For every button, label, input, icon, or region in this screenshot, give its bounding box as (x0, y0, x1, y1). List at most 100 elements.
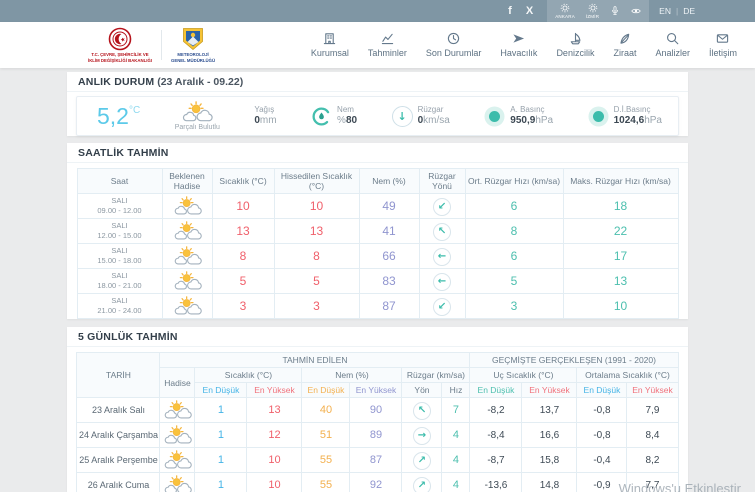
nav-item-son-durumlar[interactable]: Son Durumlar (426, 32, 481, 58)
sea-pressure-label: D.İ.Basınç (613, 104, 651, 114)
mgm-shield-icon (183, 28, 203, 51)
wheat-leaf-icon (620, 33, 630, 44)
current-title-time: (23 Aralık - 09.22) (157, 76, 244, 88)
col-min: En Düşük (194, 382, 248, 398)
building-icon (324, 33, 336, 45)
hmin-cell: 51 (301, 422, 351, 448)
city-weather-button-ankara[interactable]: ANKARA (555, 3, 575, 19)
accessibility-button[interactable] (631, 6, 641, 16)
col-min: En Düşük (301, 382, 351, 398)
col-max: En Yüksek (626, 382, 679, 398)
logo-area: T.C. ÇEVRE, ŞEHİRCİLİK VE İKLİM DEĞİŞİKL… (88, 27, 215, 63)
col-ruzgar: Rüzgar (km/sa) (401, 367, 471, 383)
col-nem: Nem (%) (358, 168, 420, 194)
hmax-cell: 89 (349, 422, 403, 448)
daily-header-minmax-row: En Düşük En Yüksek En Düşük En Yüksek Yö… (77, 382, 679, 398)
nav-label: Ziraat (613, 48, 637, 58)
temp-cell: 10 (211, 193, 275, 219)
col-uc-sicaklik: Uç Sıcaklık (°C) (469, 367, 578, 383)
hourly-forecast-table: Saat Beklenen Hadise Sıcaklık (°C) Hisse… (76, 168, 679, 319)
humidity-cell: 83 (358, 268, 420, 294)
precip-value: 0mm (254, 114, 277, 126)
current-conditions-card: 5,2°C Parçalı Bulutlu Yağış 0mm Nem (76, 96, 679, 136)
feels-like-cell: 10 (273, 193, 360, 219)
date-cell: 26 Aralık Cuma (76, 472, 161, 492)
city-label: İZMİR (585, 14, 600, 19)
ministry-logo[interactable]: T.C. ÇEVRE, ŞEHİRCİLİK VE İKLİM DEĞİŞİKL… (88, 27, 152, 63)
nav-item-denizcilik[interactable]: Denizcilik (556, 32, 594, 58)
tmax-cell: 10 (246, 472, 303, 492)
wind-direction-icon: ↖ (433, 223, 451, 241)
tmin-cell: 1 (194, 422, 248, 448)
humidity-label: Nem (337, 104, 354, 114)
wind-arrow-icon: ↓ (391, 105, 413, 127)
hourly-forecast-section: SAATLİK TAHMİN Saat Beklenen Hadise Sıca… (67, 143, 688, 319)
max-wind-cell: 10 (562, 293, 679, 319)
wind-dir-cell: ↖ (401, 397, 443, 423)
hourly-row: SALI 18.00 - 21.00 5 5 83 ← 5 13 (76, 268, 679, 294)
nav-label: Denizcilik (556, 48, 595, 58)
nav-label: Kurumsal (310, 48, 349, 58)
wind-direction-icon: ↗ (412, 477, 431, 492)
col-hissedilen: Hissedilen Sıcaklık (°C) (273, 168, 360, 194)
condition-cell (159, 472, 196, 492)
tmin-cell: 1 (194, 447, 248, 473)
col-min: En Düşük (576, 382, 628, 398)
nav-item-havacilik[interactable]: Havacılık (500, 32, 537, 58)
condition-cell (161, 293, 213, 319)
avg-max-cell: 8,4 (626, 422, 679, 448)
feels-like-cell: 13 (273, 218, 360, 244)
wind-dir-cell: ↙ (418, 293, 466, 319)
nav-item-ziraat[interactable]: Ziraat (613, 32, 636, 58)
sea-pressure-item: D.İ.Basınç 1024,6hPa (588, 105, 662, 128)
nav-label: Havacılık (500, 48, 538, 58)
lang-de[interactable]: DE (683, 6, 695, 16)
humidity-cell: 49 (358, 193, 420, 219)
logo-divider (160, 30, 162, 60)
hourly-row: SALI 09.00 - 12.00 10 10 49 ↙ 6 18 (76, 193, 679, 219)
daily-row: 25 Aralık Perşembe 1 10 55 87 ↗ 4 -8,7 1… (76, 447, 679, 473)
partly-cloudy-icon (173, 296, 202, 316)
col-tarih: TARİH (76, 352, 161, 398)
temperature-unit: °C (128, 104, 141, 116)
condition-cell (159, 397, 196, 423)
facebook-icon[interactable]: f (508, 5, 512, 17)
wind-direction-icon: → (412, 427, 431, 445)
city-weather-button-izmir[interactable]: İZMİR (586, 3, 599, 19)
eye-icon (631, 8, 641, 14)
city-sun-icon (560, 3, 570, 13)
col-max: En Yüksek (246, 382, 303, 398)
temperature-value: 5,2 (97, 102, 129, 129)
partly-cloudy-icon (163, 425, 192, 445)
max-wind-cell: 17 (562, 243, 679, 269)
wind-direction-icon: ↗ (412, 452, 431, 470)
wind-dir-cell: ↖ (418, 218, 466, 244)
avg-wind-cell: 6 (464, 193, 564, 219)
hmin-cell: 55 (301, 447, 351, 473)
x-twitter-icon[interactable]: X (525, 5, 534, 17)
mgm-logo[interactable]: METEOROLOJİ GENEL MÜDÜRLÜĞÜ (171, 27, 215, 63)
avg-wind-cell: 8 (464, 218, 564, 244)
avg-max-cell: 8,2 (626, 447, 679, 473)
lang-en[interactable]: EN (659, 6, 671, 16)
city-sun-icon (588, 3, 597, 13)
nav-item-analizler[interactable]: Analizler (655, 32, 690, 58)
ministry-logo-text: T.C. ÇEVRE, ŞEHİRCİLİK VE İKLİM DEĞİŞİKL… (88, 52, 152, 63)
topbar-quick-group: ANKARA İZMİR (547, 0, 650, 22)
current-title-text: ANLIK DURUM (78, 76, 155, 88)
voice-button[interactable] (610, 6, 620, 16)
record-max-cell: 13,7 (521, 397, 578, 423)
nav-item-iletisim[interactable]: İletişim (709, 32, 737, 58)
current-conditions-section: ANLIK DURUM (23 Aralık - 09.22) 5,2°C Pa… (67, 72, 688, 136)
wind-dir-cell: ← (418, 243, 466, 269)
nav-item-tahminler[interactable]: Tahminler (368, 32, 407, 58)
avg-min-cell: -0,4 (576, 447, 628, 473)
col-sicaklik: Sıcaklık (°C) (194, 367, 303, 383)
tmax-cell: 13 (246, 397, 303, 423)
precip-label: Yağış (254, 104, 275, 114)
avg-max-cell: 7,9 (626, 397, 679, 423)
humidity-cell: 87 (358, 293, 420, 319)
col-maks-ruzgar: Maks. Rüzgar Hızı (km/sa) (562, 168, 679, 194)
partly-cloudy-icon (163, 450, 192, 470)
nav-item-kurumsal[interactable]: Kurumsal (311, 32, 349, 58)
